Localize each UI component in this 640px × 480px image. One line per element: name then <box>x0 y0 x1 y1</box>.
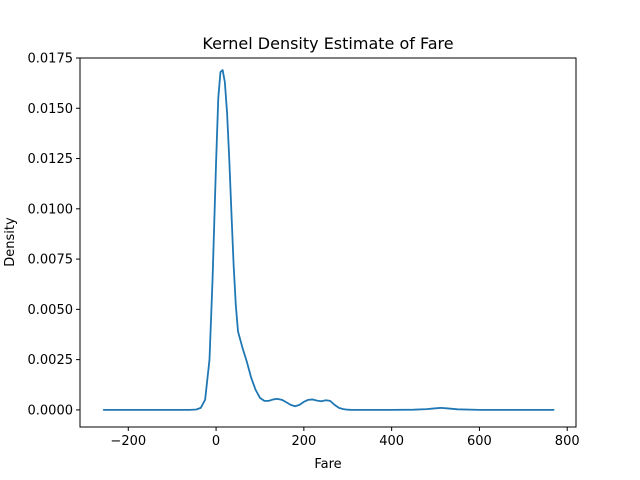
y-tick-label: 0.0000 <box>28 403 74 418</box>
y-tick-label: 0.0175 <box>28 52 74 67</box>
y-tick-label: 0.0125 <box>28 152 74 167</box>
y-tick-label: 0.0100 <box>28 202 74 217</box>
y-tick-label: 0.0050 <box>28 303 74 318</box>
x-tick-label: 400 <box>379 434 404 449</box>
y-tick-label: 0.0075 <box>28 253 74 268</box>
plot-area <box>79 57 577 428</box>
x-tick-label: 0 <box>212 434 220 449</box>
plot-frame <box>79 57 577 428</box>
x-tick-label: 600 <box>467 434 492 449</box>
chart-title: Kernel Density Estimate of Fare <box>202 34 453 53</box>
x-tick-label: 200 <box>291 434 316 449</box>
x-axis-label: Fare <box>314 457 341 472</box>
kde-line <box>102 69 555 411</box>
y-tick-label: 0.0025 <box>28 353 74 368</box>
x-tick-label: 800 <box>555 434 580 449</box>
x-axis: −200 0 200 400 600 800 <box>110 427 580 449</box>
y-axis: 0.0000 0.0025 0.0050 0.0075 0.0100 0.0125 0.01… <box>28 52 80 418</box>
y-axis-label: Density <box>3 217 18 267</box>
y-tick-label: 0.0150 <box>28 102 74 117</box>
x-tick-label: −200 <box>110 434 146 449</box>
